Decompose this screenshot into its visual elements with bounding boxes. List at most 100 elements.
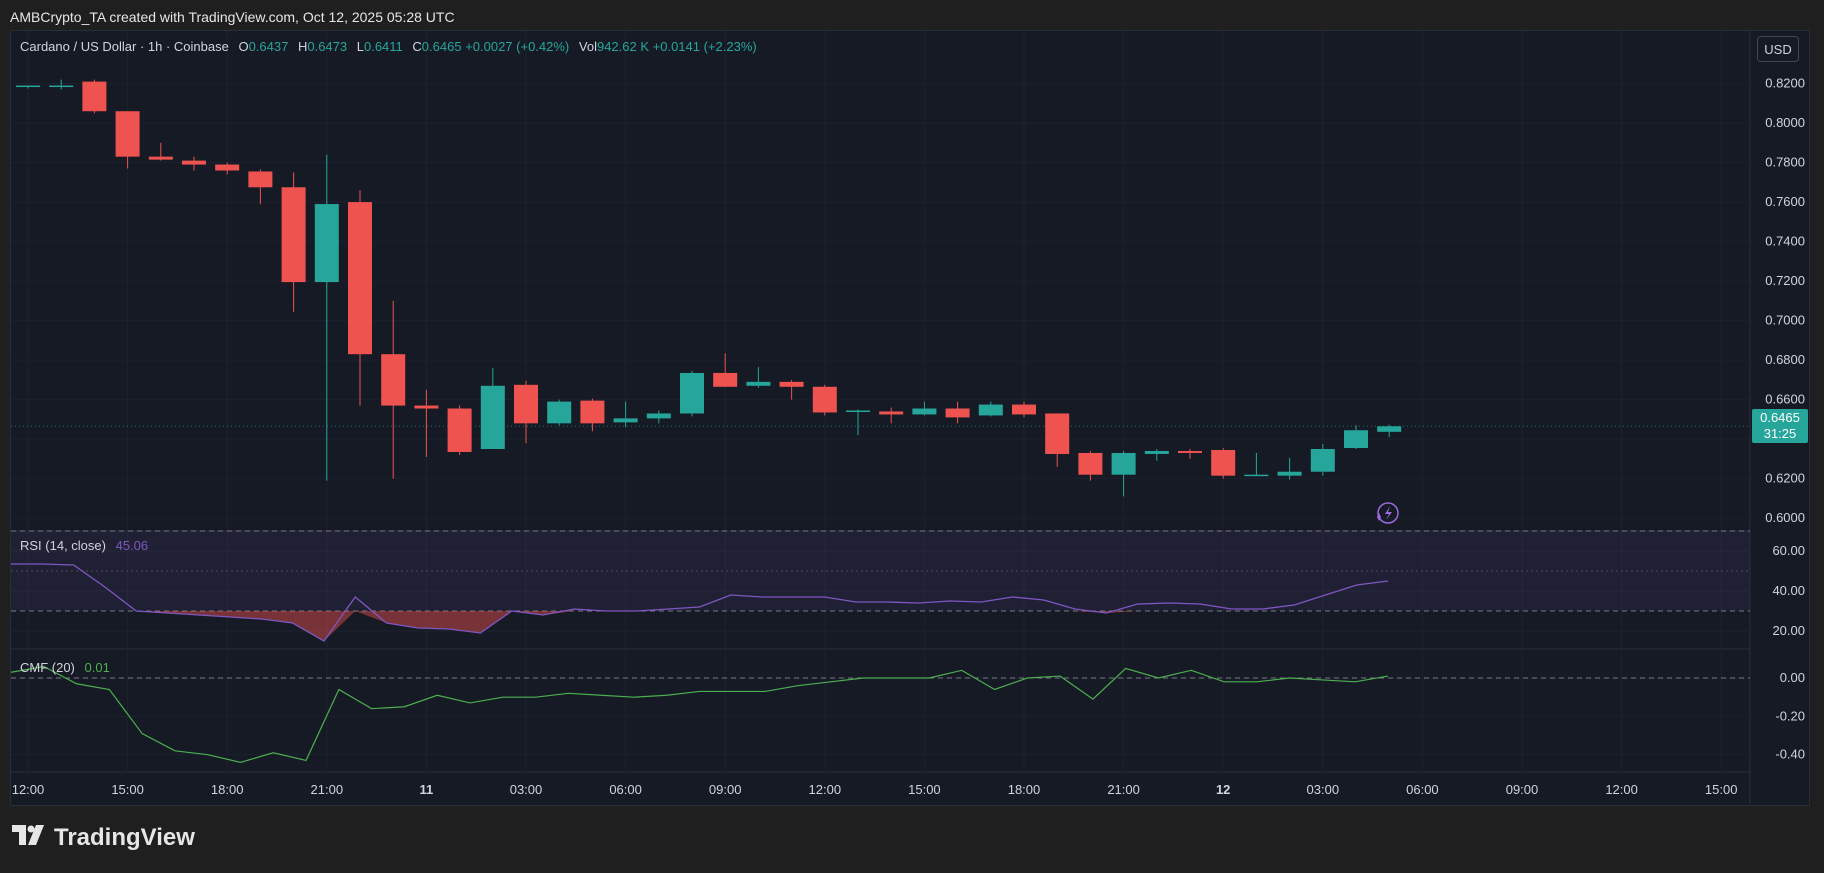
candle bbox=[879, 407, 904, 424]
y-tick-label: 0.7200 bbox=[1765, 273, 1805, 288]
candle-body bbox=[1344, 430, 1368, 449]
x-tick-label: 18:00 bbox=[1008, 782, 1041, 797]
candle bbox=[480, 368, 505, 450]
candle bbox=[945, 401, 970, 424]
y-tick-label: 0.6200 bbox=[1765, 471, 1805, 486]
candle bbox=[514, 380, 538, 444]
candle bbox=[248, 169, 273, 205]
chart-frame bbox=[10, 30, 1810, 806]
open-value: 0.6437 bbox=[248, 39, 289, 54]
candle bbox=[646, 410, 671, 424]
y-tick-label: 0.7000 bbox=[1765, 313, 1805, 328]
x-tick-label: 11 bbox=[420, 782, 434, 797]
cmf-tick-label: -0.20 bbox=[1775, 708, 1805, 723]
price-change: +0.0027 (+0.42%) bbox=[465, 39, 570, 54]
rsi-value: 45.06 bbox=[115, 538, 149, 553]
candle bbox=[1111, 450, 1136, 497]
candle bbox=[1045, 413, 1070, 467]
candle-body bbox=[1111, 452, 1136, 475]
candle-body bbox=[812, 386, 837, 413]
candle bbox=[414, 389, 439, 457]
candle-body bbox=[1078, 452, 1103, 475]
candle bbox=[148, 142, 173, 161]
candle-body bbox=[82, 81, 107, 112]
candle-body bbox=[1211, 449, 1236, 476]
y-tick-label: 0.7800 bbox=[1765, 155, 1805, 170]
axes: 12:00 15:00 18:00 21:00 11 03:00 06:00 09:00 12:… bbox=[12, 76, 1805, 797]
candle-body bbox=[978, 404, 1003, 416]
high-label: H bbox=[297, 39, 308, 54]
candle bbox=[1178, 449, 1202, 459]
y-tick-label: 0.6000 bbox=[1765, 510, 1805, 525]
x-tick-label: 21:00 bbox=[1107, 782, 1140, 797]
symbol-legend: Cardano / US Dollar · 1h · Coinbase O0.6… bbox=[20, 39, 757, 54]
y-tick-label: 0.8200 bbox=[1765, 76, 1805, 91]
volume-label: Vol bbox=[578, 39, 597, 54]
x-tick-label: 12 bbox=[1216, 782, 1230, 797]
volume-value: 942.62 K bbox=[596, 39, 650, 54]
candle bbox=[713, 353, 738, 387]
candle bbox=[680, 370, 704, 417]
currency-button[interactable]: USD bbox=[1757, 36, 1799, 62]
candle-body bbox=[1277, 471, 1302, 476]
close-label: C bbox=[412, 39, 422, 54]
candle bbox=[812, 384, 837, 416]
candle-body bbox=[580, 400, 605, 424]
high-value: 0.6473 bbox=[307, 39, 348, 54]
candle-body bbox=[215, 164, 240, 171]
cmf-legend[interactable]: CMF (20) 0.01 bbox=[20, 660, 110, 675]
grid-lines bbox=[11, 31, 1751, 804]
candle-body bbox=[447, 408, 472, 452]
candle-body bbox=[148, 156, 173, 160]
candle-body bbox=[414, 405, 439, 409]
candle bbox=[1310, 444, 1335, 476]
candle bbox=[447, 405, 472, 455]
candle bbox=[779, 379, 804, 400]
candle-body bbox=[182, 160, 206, 165]
x-tick-label: 12:00 bbox=[12, 782, 45, 797]
rsi-line bbox=[11, 563, 1389, 642]
brand[interactable]: TradingView bbox=[12, 824, 195, 852]
candle bbox=[1277, 457, 1302, 480]
candle-body bbox=[879, 411, 904, 415]
candle-body bbox=[945, 408, 970, 418]
candle bbox=[215, 162, 240, 175]
candle-body bbox=[248, 171, 273, 188]
candle bbox=[49, 79, 74, 90]
y-tick-label: 0.7600 bbox=[1765, 194, 1805, 209]
x-tick-label: 09:00 bbox=[709, 782, 742, 797]
candle bbox=[978, 401, 1003, 417]
candle-body bbox=[16, 85, 40, 88]
candle-body bbox=[680, 372, 704, 414]
candlestick-series bbox=[16, 79, 1402, 497]
open-label: O bbox=[238, 39, 249, 54]
lightning-icon[interactable] bbox=[1377, 502, 1399, 524]
symbol-name[interactable]: Cardano / US Dollar · 1h · Coinbase bbox=[20, 39, 229, 54]
chart-caption: AMBCrypto_TA created with TradingView.co… bbox=[10, 9, 455, 25]
candle-body bbox=[746, 381, 771, 386]
candle-body bbox=[480, 385, 505, 450]
y-tick-label: 0.7400 bbox=[1765, 234, 1805, 249]
rsi-tick-label: 40.00 bbox=[1772, 583, 1805, 598]
candle-body bbox=[613, 418, 638, 423]
x-tick-label: 15:00 bbox=[1705, 782, 1738, 797]
rsi-oversold-fill bbox=[449, 611, 481, 633]
rsi-legend[interactable]: RSI (14, close) 45.06 bbox=[20, 538, 148, 553]
close-value: 0.6465 bbox=[421, 39, 462, 54]
candle bbox=[746, 367, 771, 388]
bar-countdown: 31:25 bbox=[1763, 426, 1797, 441]
cmf-tick-label: -0.40 bbox=[1775, 747, 1805, 762]
rsi-oversold-fill bbox=[292, 611, 324, 641]
candle-body bbox=[1144, 450, 1169, 454]
x-tick-label: 06:00 bbox=[609, 782, 642, 797]
rsi-tick-label: 20.00 bbox=[1772, 623, 1805, 638]
candle-body bbox=[779, 381, 804, 387]
candle bbox=[912, 401, 937, 416]
rsi-oversold-fill bbox=[261, 611, 293, 623]
candle-body bbox=[1377, 426, 1402, 432]
cmf-pane bbox=[10, 665, 1750, 763]
rsi-oversold-fill bbox=[1106, 611, 1138, 613]
candle-body bbox=[348, 202, 372, 355]
x-tick-label: 15:00 bbox=[111, 782, 144, 797]
